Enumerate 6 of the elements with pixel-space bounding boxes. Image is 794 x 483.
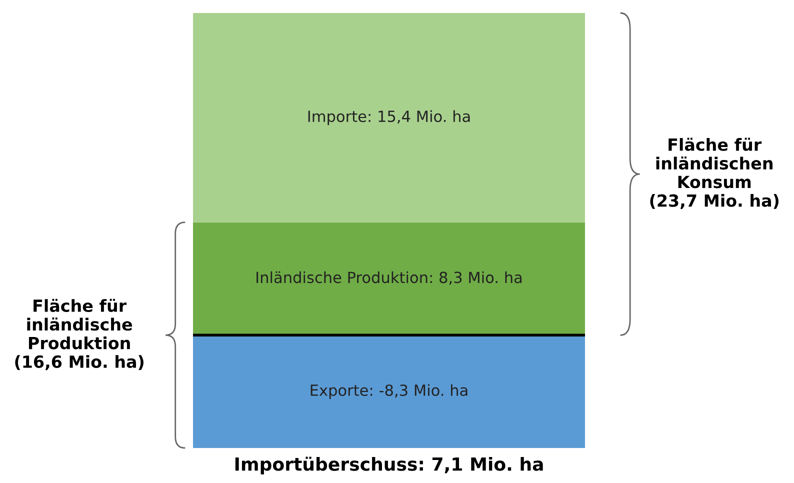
data-label: Importe: 15,4 Mio. ha	[308, 110, 470, 126]
data-label: Inländische Produktion: 8,3 Mio. ha	[256, 271, 522, 285]
text: Fläche für inländischen Konsum (23,7 Mio. ha)	[650, 138, 779, 210]
data-label: Exporte: -8,3 Mio. ha	[310, 384, 468, 399]
text: Importüberschuss: 7,1 Mio. ha	[235, 456, 543, 474]
text: Fläche für inländische Produktion (16,6 Mio. ha)	[15, 298, 144, 370]
